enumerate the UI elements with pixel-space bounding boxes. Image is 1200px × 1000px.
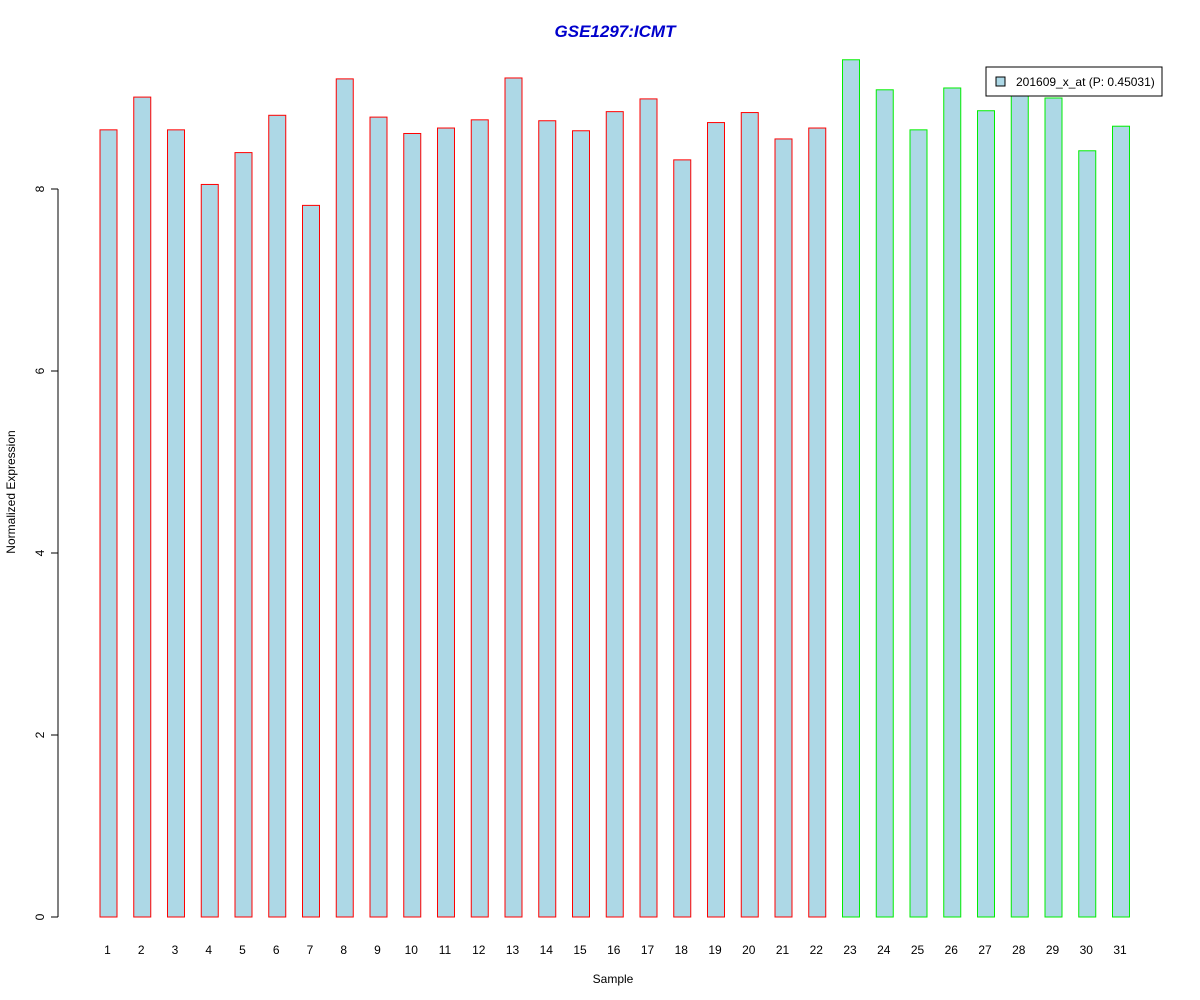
x-axis-tick-labels: 1 2 3 4 5 6 7 8 9 10 11 12 13 14 15 16 17 18 19 20 21 22 23 24 2…	[104, 943, 1127, 957]
x-axis-tick-label: 18	[675, 943, 689, 957]
bar-sample-8	[335, 78, 354, 918]
bar-sample-21	[774, 138, 793, 918]
bar-sample-30	[1078, 150, 1097, 918]
x-axis-tick-label: 8	[340, 943, 347, 957]
bar-sample-2	[133, 96, 152, 918]
bar-sample-5	[234, 152, 253, 918]
y-axis-tick-label: 6	[33, 367, 47, 374]
y-axis-tick-label: 8	[33, 185, 47, 192]
x-axis-tick-label: 1	[104, 943, 111, 957]
bar-sample-19	[707, 122, 725, 918]
x-axis-tick-label: 15	[573, 943, 587, 957]
bar-sample-23	[842, 59, 860, 918]
bar-sample-22	[808, 127, 827, 918]
x-axis-tick-label: 5	[239, 943, 246, 957]
y-axis-label: Normalized Expression	[4, 430, 18, 553]
x-axis-tick-label: 4	[205, 943, 212, 957]
bar-sample-1	[99, 129, 118, 918]
bar-sample-16	[605, 111, 624, 918]
legend-box	[985, 66, 1163, 97]
bar-sample-15	[572, 130, 590, 918]
bar-sample-3	[167, 129, 185, 918]
x-axis-tick-label: 9	[374, 943, 381, 957]
x-axis-tick-label: 23	[843, 943, 857, 957]
bar-sample-6	[268, 114, 287, 918]
x-axis-tick-label: 17	[641, 943, 655, 957]
x-axis-tick-label: 11	[439, 943, 452, 957]
x-axis-tick-label: 30	[1080, 943, 1094, 957]
legend-label: 201609_x_at (P: 0.45031)	[1016, 75, 1155, 89]
x-axis-tick-label: 21	[776, 943, 790, 957]
x-axis-tick-label: 24	[877, 943, 891, 957]
bar-sample-27	[977, 110, 995, 918]
bar-sample-14	[538, 120, 557, 918]
x-axis-label: Sample	[593, 972, 634, 986]
bar-sample-18	[673, 159, 692, 918]
bar-sample-4	[200, 183, 219, 918]
bar-sample-29	[1044, 97, 1063, 918]
bar-sample-10	[403, 132, 422, 918]
bar-sample-11	[437, 127, 455, 918]
x-axis-tick-label: 26	[945, 943, 959, 957]
x-axis-tick-label: 10	[405, 943, 419, 957]
bar-sample-24	[875, 89, 894, 918]
bar-sample-31	[1112, 125, 1130, 918]
x-axis-tick-label: 28	[1012, 943, 1026, 957]
legend-swatch	[995, 76, 1006, 87]
x-axis-tick-label: 19	[708, 943, 722, 957]
x-axis-tick-label: 16	[607, 943, 621, 957]
chart-title: GSE1297:ICMT	[555, 22, 678, 41]
x-axis-tick-label: 12	[472, 943, 486, 957]
x-axis-tick-label: 22	[810, 943, 824, 957]
bar-sample-9	[369, 116, 388, 918]
y-axis-tick-label: 2	[33, 731, 47, 738]
x-axis-tick-label: 27	[978, 943, 992, 957]
legend: 201609_x_at (P: 0.45031)	[985, 66, 1163, 97]
x-axis-tick-label: 29	[1046, 943, 1060, 957]
bars	[99, 59, 1130, 918]
bar-sample-17	[639, 98, 658, 918]
x-axis-tick-label: 7	[307, 943, 314, 957]
bar-sample-7	[302, 204, 320, 918]
x-axis-tick-label: 2	[138, 943, 145, 957]
bar-sample-25	[909, 129, 928, 918]
x-axis-tick-label: 13	[506, 943, 520, 957]
y-axis-tick-label: 0	[33, 913, 47, 920]
x-axis-tick-label: 14	[540, 943, 554, 957]
bar-sample-28	[1010, 92, 1029, 918]
x-axis-tick-label: 20	[742, 943, 756, 957]
bar-sample-13	[504, 77, 523, 918]
bar-sample-26	[943, 87, 962, 918]
x-axis-tick-label: 25	[911, 943, 925, 957]
x-axis-tick-label: 3	[172, 943, 179, 957]
y-axis-tick-label: 4	[33, 549, 47, 556]
bar-sample-20	[740, 112, 759, 918]
bar-sample-12	[470, 119, 489, 918]
y-axis: 0 2 4 6 8	[33, 185, 59, 920]
x-axis-tick-label: 31	[1113, 943, 1127, 957]
x-axis-tick-label: 6	[273, 943, 280, 957]
